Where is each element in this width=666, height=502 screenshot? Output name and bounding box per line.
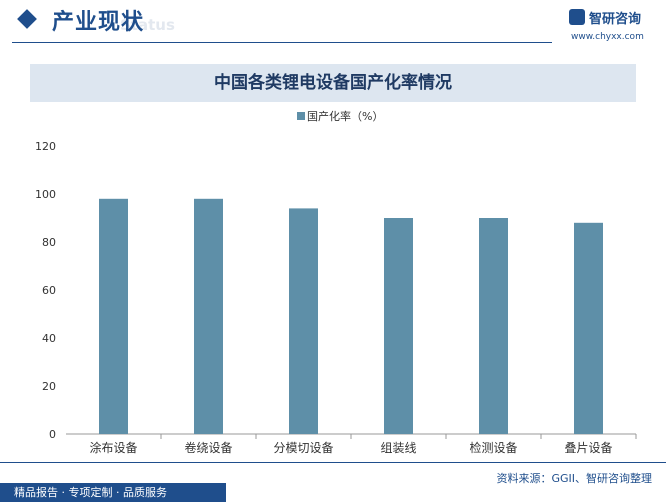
logo-text: 智研咨询 [589,12,642,27]
x-tick-label: 检测设备 [469,440,517,455]
chart-title-band: 中国各类锂电设备国产化率情况 [30,64,636,102]
bar [574,222,603,434]
legend-swatch [297,112,305,120]
y-tick-label: 100 [35,188,56,201]
section-subtitle: Status [120,16,175,34]
bar [384,218,413,434]
bar [99,198,128,434]
source-note: 资料来源：GGII、智研咨询整理 [496,472,652,485]
section-title: 产业现状 [52,10,145,35]
x-tick-label: 分模切设备 [273,441,333,455]
x-tick-label: 组装线 [380,441,416,455]
footer-services: 精品报告 · 专项定制 · 品质服务 [0,483,226,502]
y-tick-label: 120 [35,140,56,153]
bar [289,208,318,434]
page-header: Status 产业现状 智研咨询 www.chyxx.com [0,0,666,48]
y-tick-label: 40 [42,332,56,345]
y-tick-label: 80 [42,236,56,249]
header-divider [12,42,552,43]
logo-url: www.chyxx.com [571,32,644,42]
x-tick-label: 卷绕设备 [184,440,232,455]
chart-title: 中国各类锂电设备国产化率情况 [214,73,452,93]
x-tick-label: 涂布设备 [89,440,137,455]
footer-divider [0,462,666,463]
logo-icon [569,9,585,25]
x-tick-label: 叠片设备 [564,441,612,455]
legend-label: 国产化率（%） [307,109,383,123]
y-tick-label: 60 [42,284,56,297]
bar [479,218,508,434]
y-tick-label: 20 [42,380,56,393]
y-tick-label: 0 [49,428,56,441]
bar [194,198,223,434]
